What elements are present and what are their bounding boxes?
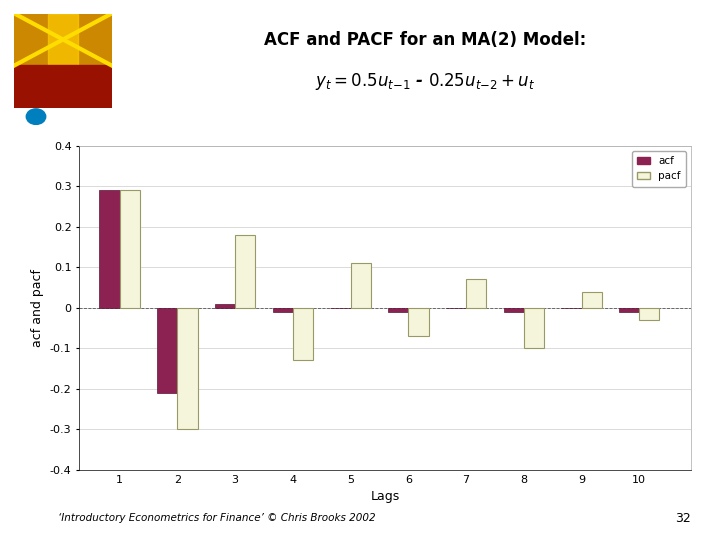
Bar <box>273 308 293 312</box>
Y-axis label: acf and pacf: acf and pacf <box>31 269 44 347</box>
Bar <box>293 308 313 361</box>
Text: 32: 32 <box>675 512 691 525</box>
Text: $y_t = 0.5u_{t\mathrm{-}1}$ - $0.25u_{t\mathrm{-}2} + u_t$: $y_t = 0.5u_{t\mathrm{-}1}$ - $0.25u_{t\… <box>315 71 535 92</box>
Bar <box>523 308 544 348</box>
Circle shape <box>27 109 46 124</box>
Bar <box>408 308 428 336</box>
Bar <box>215 303 235 308</box>
Legend: acf, pacf: acf, pacf <box>632 151 686 187</box>
Bar <box>48 14 78 108</box>
Bar <box>99 191 120 308</box>
Bar <box>619 308 639 312</box>
Text: ACF and PACF for an MA(2) Model:: ACF and PACF for an MA(2) Model: <box>264 31 586 49</box>
Bar <box>639 308 660 320</box>
Bar <box>120 191 140 308</box>
Bar <box>466 280 486 308</box>
Bar <box>177 308 197 429</box>
Bar <box>388 308 408 312</box>
Text: ‘Introductory Econometrics for Finance’ © Chris Brooks 2002: ‘Introductory Econometrics for Finance’ … <box>58 514 375 523</box>
Bar <box>14 14 112 65</box>
Bar <box>351 263 371 308</box>
Bar <box>157 308 177 393</box>
Bar <box>235 235 256 308</box>
X-axis label: Lags: Lags <box>371 490 400 503</box>
Bar <box>14 65 112 108</box>
Bar <box>582 292 602 308</box>
Bar <box>503 308 523 312</box>
